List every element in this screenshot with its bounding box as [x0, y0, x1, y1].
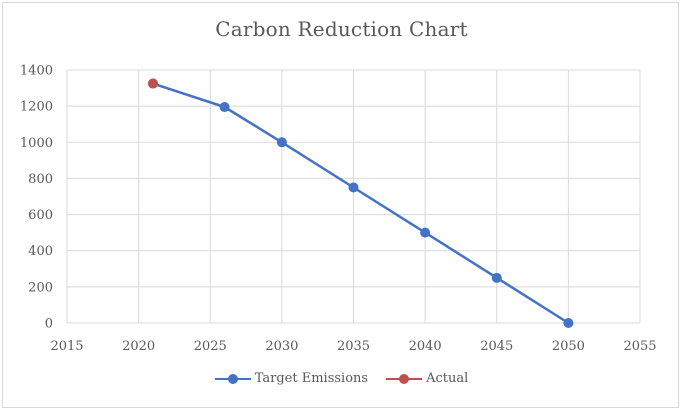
y-tick-label: 800 — [28, 172, 53, 187]
y-tick-label: 200 — [28, 280, 53, 295]
data-point-target-emissions — [420, 227, 431, 238]
x-tick-label: 2035 — [337, 339, 370, 354]
x-axis: 2015 2020 2025 2030 2035 2040 2045 2050 2055 — [50, 339, 656, 354]
legend-swatch-actual — [386, 373, 423, 385]
y-axis: 0 200 400 600 800 1000 1200 1400 — [20, 64, 53, 332]
data-point-target-emissions — [219, 102, 230, 113]
x-tick-label: 2050 — [552, 339, 585, 354]
data-point-target-emissions — [563, 318, 574, 328]
y-tick-label: 1200 — [20, 100, 53, 115]
x-tick-label: 2045 — [480, 339, 513, 354]
y-tick-label: 600 — [28, 208, 53, 223]
legend-item-actual: Actual — [386, 371, 468, 386]
data-point-target-emissions — [491, 272, 502, 283]
legend-label-target-emissions: Target Emissions — [254, 371, 369, 386]
chart-title: Carbon Reduction Chart — [215, 17, 468, 41]
legend-swatch-target-emissions — [214, 373, 251, 385]
series-layer — [147, 78, 574, 328]
data-point-target-emissions — [276, 137, 287, 148]
legend: Target Emissions Actual — [0, 371, 683, 386]
x-tick-label: 2030 — [265, 339, 298, 354]
y-tick-label: 400 — [28, 244, 53, 259]
grid-layer — [66, 69, 641, 324]
x-tick-label: 2025 — [194, 339, 227, 354]
legend-marker — [399, 373, 410, 384]
x-tick-label: 2055 — [623, 339, 656, 354]
legend-item-target-emissions: Target Emissions — [214, 371, 369, 386]
data-point-target-emissions — [348, 182, 359, 193]
data-point-actual — [147, 78, 158, 89]
x-tick-label: 2040 — [409, 339, 442, 354]
x-tick-label: 2020 — [122, 339, 155, 354]
legend-label-actual: Actual — [426, 371, 469, 386]
y-tick-label: 0 — [45, 317, 53, 332]
y-tick-label: 1400 — [20, 64, 53, 79]
y-tick-label: 1000 — [20, 136, 53, 151]
x-tick-label: 2015 — [50, 339, 83, 354]
legend-marker — [227, 373, 238, 384]
